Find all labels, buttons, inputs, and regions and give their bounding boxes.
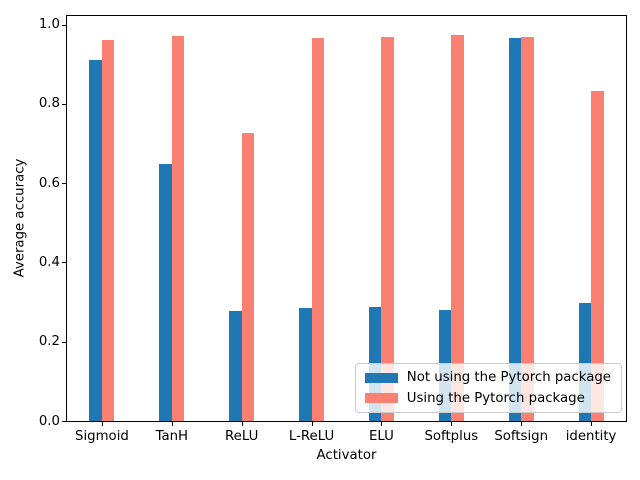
y-tick-label: 0.8: [38, 96, 60, 112]
bar-softsign-series-1: [521, 37, 534, 421]
bar-softsign-series-0: [508, 38, 522, 421]
bar-l-relu-series-1: [311, 38, 325, 421]
x-tick-mark: [591, 422, 592, 426]
x-tick-mark: [242, 422, 243, 426]
y-tick-mark: [62, 25, 66, 26]
y-tick-label: 0.0: [38, 413, 60, 429]
bar-tanh-series-1: [171, 36, 185, 421]
y-tick-mark: [62, 104, 66, 105]
plot-area: Not using the Pytorch package Using the …: [66, 15, 627, 422]
x-tick-label: Softsign: [494, 429, 549, 444]
x-tick-mark: [312, 422, 313, 426]
legend-item: Not using the Pytorch package: [364, 370, 611, 386]
legend-swatch-not-using-pytorch: [364, 373, 398, 384]
x-tick-label: Softplus: [424, 429, 479, 444]
bar-softplus-series-1: [451, 35, 464, 421]
bar-relu-series-0: [229, 311, 242, 421]
bars-layer: [67, 16, 626, 421]
x-tick-mark: [172, 422, 173, 426]
bar-l-relu-series-0: [299, 308, 312, 421]
legend-swatch-using-pytorch: [364, 393, 398, 404]
y-axis-label: Average accuracy: [12, 158, 28, 278]
bar-identity-series-1: [591, 90, 604, 421]
legend-item: Using the Pytorch package: [364, 390, 611, 406]
x-tick-label: identity: [565, 429, 617, 444]
y-tick-mark: [62, 421, 66, 422]
legend-label: Not using the Pytorch package: [406, 370, 611, 386]
x-tick-label: ReLU: [225, 429, 259, 444]
x-tick-label: ELU: [368, 429, 394, 444]
y-tick-label: 1.0: [38, 17, 60, 33]
y-tick-mark: [62, 262, 66, 263]
x-tick-mark: [521, 422, 522, 426]
bar-tanh-series-0: [159, 164, 172, 421]
y-tick-mark: [62, 183, 66, 184]
bar-relu-series-1: [241, 132, 255, 421]
x-tick-mark: [381, 422, 382, 426]
x-axis-label: Activator: [316, 448, 377, 463]
bar-elu-series-1: [381, 36, 394, 421]
x-tick-label: Sigmoid: [75, 429, 129, 444]
bar-sigmoid-series-0: [89, 59, 102, 421]
legend: Not using the Pytorch package Using the …: [354, 363, 622, 413]
y-tick-label: 0.2: [38, 334, 60, 350]
x-tick-label: TanH: [155, 429, 189, 444]
x-tick-mark: [102, 422, 103, 426]
legend-label: Using the Pytorch package: [406, 390, 585, 406]
bar-sigmoid-series-1: [101, 39, 115, 421]
x-tick-label: L-ReLU: [288, 429, 335, 444]
y-tick-label: 0.6: [38, 175, 60, 191]
x-tick-mark: [451, 422, 452, 426]
y-tick-label: 0.4: [38, 254, 60, 270]
y-tick-mark: [62, 342, 66, 343]
